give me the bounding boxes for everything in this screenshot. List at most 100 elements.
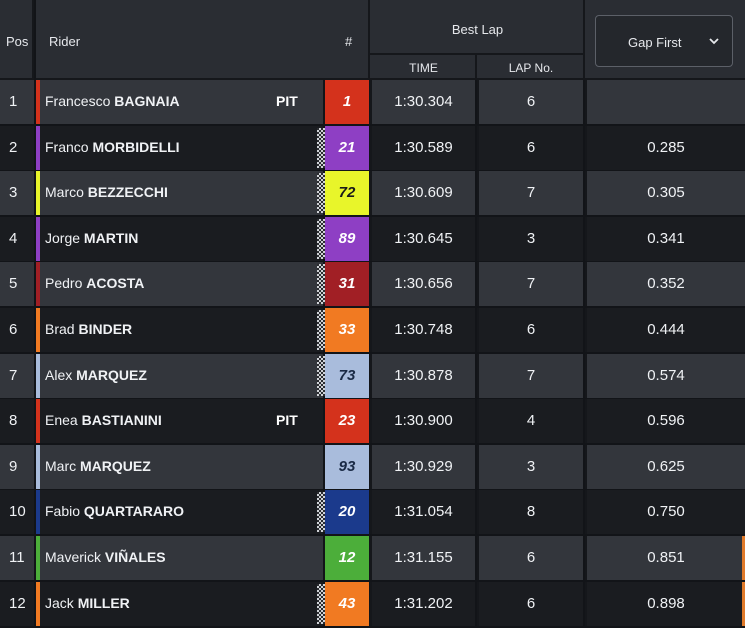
best-lap-time-cell: 1:31.054 xyxy=(370,490,475,535)
position-value: 3 xyxy=(9,184,18,202)
standings-row[interactable]: 8 Enea BASTIANINI PIT 23 1:30.900 4 0.59… xyxy=(0,399,745,445)
rider-last-name: ACOSTA xyxy=(86,275,145,292)
position-value: 6 xyxy=(9,321,18,338)
rider-last-name: BAGNAIA xyxy=(114,93,180,109)
rider-last-name: MARQUEZ xyxy=(76,366,147,383)
best-lap-time-cell: 1:30.656 xyxy=(370,262,475,307)
rider-cell: Maverick VIÑALES xyxy=(36,536,323,580)
best-lap-time: 1:30.656 xyxy=(394,275,453,293)
header-time-label: TIME xyxy=(409,61,438,75)
gap-cell: 0.750 xyxy=(585,490,745,535)
gap-cell xyxy=(585,80,745,124)
lap-number-cell: 6 xyxy=(477,125,583,170)
rider-last-name: MORBIDELLI xyxy=(92,138,180,155)
best-lap-time: 1:31.054 xyxy=(394,503,453,521)
rider-last-name: MARQUEZ xyxy=(80,457,151,474)
best-lap-time: 1:31.202 xyxy=(394,594,453,612)
standings-row[interactable]: 2 Franco MORBIDELLI 21 1:30.589 6 0.285 xyxy=(0,125,745,172)
best-lap-time: 1:30.900 xyxy=(394,412,453,430)
rider-last-name: VIÑALES xyxy=(104,549,166,565)
standings-row[interactable]: 3 Marco BEZZECCHI 72 1:30.609 7 0.305 xyxy=(0,171,745,217)
gap-value: 0.625 xyxy=(647,457,685,475)
rider-cell: Marc MARQUEZ xyxy=(36,444,323,489)
standings-row[interactable]: 7 Alex MARQUEZ 73 1:30.878 7 0.574 xyxy=(0,353,745,400)
rider-name: Fabio QUARTARARO xyxy=(45,503,184,519)
header-best-lap-cell: Best Lap xyxy=(370,0,585,55)
pos-cell: 6 xyxy=(0,308,34,352)
header-pos-cell: Pos xyxy=(0,0,34,80)
team-color-stripe xyxy=(36,125,40,170)
header-best-lap-label: Best Lap xyxy=(451,22,504,37)
rider-cell: Marco BEZZECCHI xyxy=(36,171,323,216)
rider-cell: Enea BASTIANINI PIT xyxy=(36,399,323,444)
header-rider-label: Rider xyxy=(49,34,81,49)
lap-number-cell: 7 xyxy=(477,171,583,216)
best-lap-time-cell: 1:30.878 xyxy=(370,353,475,398)
rider-name: Franco MORBIDELLI xyxy=(45,139,180,155)
team-color-stripe xyxy=(36,490,40,535)
standings-row[interactable]: 10 Fabio QUARTARARO 20 1:31.054 8 0.750 xyxy=(0,490,745,536)
lap-number-cell: 6 xyxy=(477,581,583,626)
standings-row[interactable]: 5 Pedro ACOSTA 31 1:30.656 7 0.352 xyxy=(0,262,745,308)
checkered-flag-icon xyxy=(317,583,325,624)
gap-cell: 0.851 xyxy=(585,536,745,580)
standings-row[interactable]: 4 Jorge MARTIN 89 1:30.645 3 0.341 xyxy=(0,216,745,263)
header-pos-label: Pos xyxy=(6,34,29,49)
header-time-cell: TIME xyxy=(370,55,477,80)
rider-name: Marc MARQUEZ xyxy=(45,458,151,474)
gap-first-dropdown-label: Gap First xyxy=(628,35,682,50)
lap-number: 7 xyxy=(526,184,536,202)
pos-cell: 3 xyxy=(0,171,34,216)
pit-indicator: PIT xyxy=(276,93,298,109)
standings-row[interactable]: 1 Francesco BAGNAIA PIT 1 1:30.304 6 xyxy=(0,80,745,126)
checkered-flag-icon xyxy=(317,173,325,214)
best-lap-time-cell: 1:30.609 xyxy=(370,171,475,216)
pit-indicator: PIT xyxy=(276,412,298,429)
rider-number-badge: 23 xyxy=(325,399,369,444)
checkered-flag-icon xyxy=(317,264,325,305)
best-lap-time: 1:30.645 xyxy=(394,229,453,247)
best-lap-time-cell: 1:31.202 xyxy=(370,581,475,626)
rider-cell: Alex MARQUEZ xyxy=(36,353,323,398)
rider-first-name: Brad xyxy=(45,321,75,337)
rider-first-name: Jack xyxy=(45,594,74,611)
best-lap-time-cell: 1:30.645 xyxy=(370,216,475,261)
lap-number-cell: 4 xyxy=(477,399,583,444)
lap-number: 7 xyxy=(526,366,536,384)
best-lap-time: 1:30.929 xyxy=(394,457,453,475)
team-color-stripe xyxy=(36,80,40,124)
lap-number-cell: 6 xyxy=(477,80,583,124)
rider-cell: Pedro ACOSTA xyxy=(36,262,323,307)
team-color-stripe xyxy=(36,308,40,352)
standings-row[interactable]: 9 Marc MARQUEZ 93 1:30.929 3 0.625 xyxy=(0,444,745,491)
team-color-stripe xyxy=(36,171,40,216)
gap-value: 0.898 xyxy=(647,594,685,612)
checkered-flag-icon xyxy=(317,492,325,533)
standings-row[interactable]: 12 Jack MILLER 43 1:31.202 6 0.898 xyxy=(0,581,745,628)
standings-row[interactable]: 11 Maverick VIÑALES 12 1:31.155 6 0.851 xyxy=(0,536,745,582)
best-lap-time: 1:30.589 xyxy=(394,138,453,156)
lap-number: 6 xyxy=(526,594,536,612)
rider-cell: Jack MILLER xyxy=(36,581,323,626)
rider-number-badge: 20 xyxy=(325,490,369,535)
row-edge-marker xyxy=(742,536,745,580)
rider-first-name: Marco xyxy=(45,184,84,201)
gap-value: 0.285 xyxy=(647,138,685,156)
best-lap-time: 1:31.155 xyxy=(394,549,453,566)
header-lap-no-cell: LAP No. xyxy=(477,55,585,80)
rider-cell: Jorge MARTIN xyxy=(36,216,323,261)
rider-name: Alex MARQUEZ xyxy=(45,367,147,383)
rider-cell: Brad BINDER xyxy=(36,308,323,352)
lap-number: 6 xyxy=(526,93,536,110)
best-lap-time-cell: 1:30.929 xyxy=(370,444,475,489)
gap-first-dropdown[interactable]: Gap First xyxy=(595,15,733,67)
standings-row[interactable]: 6 Brad BINDER 33 1:30.748 6 0.444 xyxy=(0,308,745,354)
best-lap-time-cell: 1:31.155 xyxy=(370,536,475,580)
rider-name: Brad BINDER xyxy=(45,321,132,337)
checkered-flag-icon xyxy=(317,127,325,168)
rider-name: Jack MILLER xyxy=(45,595,130,611)
rider-number-badge: 21 xyxy=(325,125,369,170)
rider-last-name: MILLER xyxy=(77,594,130,611)
best-lap-time-cell: 1:30.900 xyxy=(370,399,475,444)
best-lap-time: 1:30.878 xyxy=(394,366,453,384)
